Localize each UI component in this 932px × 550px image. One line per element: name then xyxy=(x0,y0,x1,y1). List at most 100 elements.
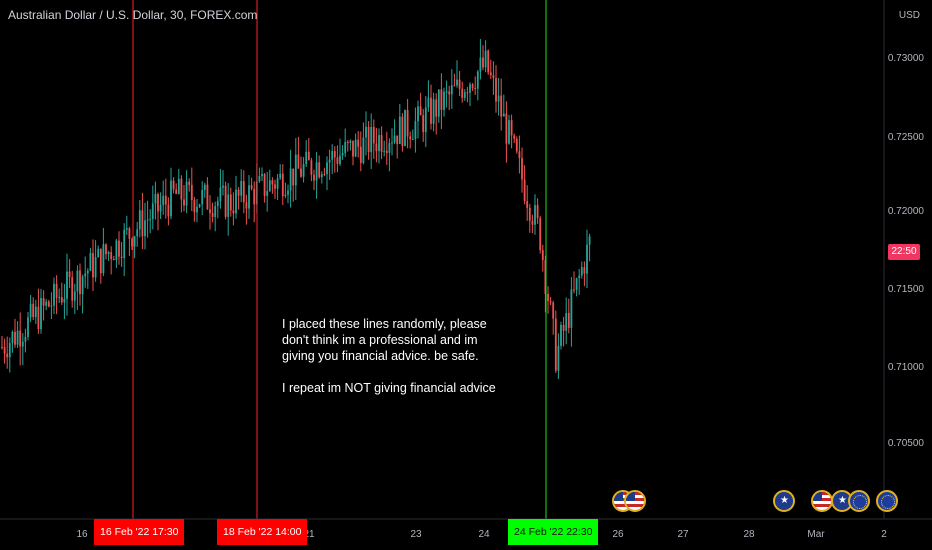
candle-body xyxy=(313,174,315,181)
candle-body xyxy=(354,139,357,157)
candle-body xyxy=(341,153,344,156)
candles-group xyxy=(1,38,591,380)
candle-body xyxy=(53,283,55,306)
current-price-badge: 22:50 xyxy=(888,244,920,260)
candle-body xyxy=(19,330,22,347)
candle-body xyxy=(167,204,170,217)
candle-body xyxy=(66,271,68,299)
candle-body xyxy=(357,139,360,147)
us-flag-icon[interactable] xyxy=(624,490,646,512)
note-line: I placed these lines randomly, please xyxy=(282,317,487,331)
currency-label[interactable]: USD xyxy=(898,10,920,21)
candle-body xyxy=(398,116,401,144)
candle-body xyxy=(588,236,591,245)
candle-body xyxy=(300,168,302,177)
candle-body xyxy=(157,193,159,212)
candle-body xyxy=(237,189,240,196)
eu-flag-icon[interactable] xyxy=(848,490,870,512)
candle-body xyxy=(214,206,217,217)
candle-body xyxy=(427,97,430,108)
candle-body xyxy=(482,57,484,68)
candle-body xyxy=(474,87,477,89)
candle-body xyxy=(580,267,583,276)
candle-body xyxy=(198,204,201,207)
candle-body xyxy=(84,273,87,277)
candle-body xyxy=(123,229,126,259)
candle-body xyxy=(294,154,297,186)
candle-body xyxy=(307,151,310,161)
candle-body xyxy=(128,228,131,239)
candle-body xyxy=(466,92,469,94)
candle-body xyxy=(328,159,331,163)
candle-body xyxy=(203,184,206,191)
candle-body xyxy=(240,181,243,196)
candle-body xyxy=(547,293,549,302)
candle-body xyxy=(401,116,404,146)
candle-body xyxy=(63,298,66,303)
candle-body xyxy=(125,228,128,230)
candle-body xyxy=(461,88,464,98)
candle-body xyxy=(3,347,6,354)
candle-body xyxy=(151,203,154,219)
candle-body xyxy=(419,106,422,116)
candle-body xyxy=(99,248,102,274)
symbol-title[interactable]: Australian Dollar / U.S. Dollar, 30, FOR… xyxy=(8,8,258,22)
candle-body xyxy=(227,194,230,217)
candle-body xyxy=(172,180,175,190)
candle-body xyxy=(365,126,367,138)
marker-date-badge-green: 24 Feb '22 22:30 xyxy=(508,519,599,545)
price-label: 0.71000 xyxy=(887,362,924,373)
candle-body xyxy=(258,176,261,182)
candle-body xyxy=(42,298,45,306)
candle-body xyxy=(183,199,185,206)
candle-body xyxy=(164,195,167,205)
date-label: 27 xyxy=(677,529,689,540)
candle-body xyxy=(404,109,406,146)
au-flag-icon[interactable]: ★ xyxy=(773,490,795,512)
candle-body xyxy=(531,220,534,225)
candle-body xyxy=(458,79,461,89)
candle-body xyxy=(8,343,11,358)
candle-body xyxy=(206,184,209,210)
note-line: giving you financial advice. be safe. xyxy=(282,349,479,363)
candle-body xyxy=(385,150,388,153)
candle-body xyxy=(453,85,456,87)
marker-date-badge-red-1: 16 Feb '22 17:30 xyxy=(94,519,185,545)
candle-body xyxy=(497,95,500,102)
date-label: 26 xyxy=(612,529,624,540)
candle-body xyxy=(484,50,487,68)
candle-body xyxy=(27,317,29,337)
candle-body xyxy=(409,136,412,140)
candle-body xyxy=(359,146,362,163)
candle-body xyxy=(411,139,414,141)
price-label: 0.72000 xyxy=(887,206,924,217)
candle-body xyxy=(435,99,438,117)
candle-body xyxy=(224,185,227,217)
candle-body xyxy=(383,150,386,152)
candle-body xyxy=(432,99,435,124)
date-label: Mar xyxy=(807,529,825,540)
candle-body xyxy=(445,91,448,93)
candle-body xyxy=(326,162,328,175)
candle-body xyxy=(29,303,32,318)
candle-body xyxy=(131,238,133,247)
candle-body xyxy=(102,244,105,274)
candle-body xyxy=(523,179,526,202)
candle-body xyxy=(274,184,276,189)
us-flag-icon[interactable] xyxy=(811,490,833,512)
candle-body xyxy=(47,301,50,307)
marker-date-badge-red-2: 18 Feb '22 14:00 xyxy=(217,519,308,545)
candle-body xyxy=(380,135,383,152)
candle-body xyxy=(575,278,578,290)
eu-flag-icon[interactable] xyxy=(876,490,898,512)
candle-body xyxy=(58,297,61,299)
candle-body xyxy=(541,250,544,261)
candle-body xyxy=(417,106,419,122)
candle-body xyxy=(528,207,531,221)
candle-body xyxy=(406,109,409,137)
candle-body xyxy=(89,253,92,271)
candle-body xyxy=(323,174,326,176)
candle-body xyxy=(339,155,341,164)
candle-body xyxy=(471,84,474,88)
